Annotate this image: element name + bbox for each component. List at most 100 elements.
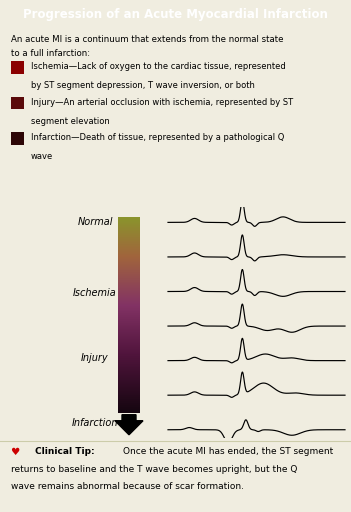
Bar xyxy=(118,404,140,406)
Bar xyxy=(118,271,140,272)
Bar xyxy=(118,374,140,375)
Bar xyxy=(118,220,140,221)
Bar xyxy=(118,318,140,319)
Bar xyxy=(118,308,140,309)
Bar xyxy=(118,297,140,298)
Bar xyxy=(118,305,140,306)
Bar xyxy=(118,287,140,288)
Bar xyxy=(118,358,140,359)
Bar xyxy=(118,265,140,266)
Bar xyxy=(118,279,140,280)
Bar xyxy=(118,403,140,404)
Bar xyxy=(118,294,140,295)
Bar xyxy=(118,335,140,336)
Bar xyxy=(118,315,140,316)
Bar xyxy=(118,331,140,332)
Bar xyxy=(118,368,140,369)
Bar xyxy=(118,377,140,378)
Bar xyxy=(118,227,140,228)
Bar xyxy=(118,334,140,335)
Bar xyxy=(118,390,140,391)
Bar xyxy=(118,222,140,223)
Bar xyxy=(118,337,140,338)
Text: An acute MI is a continuum that extends from the normal state: An acute MI is a continuum that extends … xyxy=(11,35,283,44)
Bar xyxy=(118,384,140,385)
Bar xyxy=(118,222,140,223)
Bar xyxy=(118,312,140,313)
Bar xyxy=(118,411,140,412)
Bar xyxy=(118,323,140,324)
Bar xyxy=(118,336,140,337)
Bar xyxy=(118,237,140,238)
Bar xyxy=(118,268,140,269)
Bar xyxy=(118,254,140,255)
Text: Infarction—Death of tissue, represented by a pathological Q: Infarction—Death of tissue, represented … xyxy=(31,134,284,142)
Bar xyxy=(118,326,140,327)
Bar xyxy=(118,412,140,413)
Bar xyxy=(118,270,140,271)
Bar xyxy=(118,227,140,228)
Bar xyxy=(118,263,140,264)
Bar xyxy=(118,257,140,258)
Bar xyxy=(118,298,140,300)
Bar xyxy=(118,371,140,372)
Bar xyxy=(118,295,140,296)
Bar xyxy=(118,243,140,244)
Bar xyxy=(118,284,140,285)
Bar xyxy=(118,346,140,347)
Bar xyxy=(118,397,140,398)
Bar xyxy=(118,393,140,394)
Bar xyxy=(118,291,140,292)
Bar xyxy=(118,300,140,301)
Bar xyxy=(118,322,140,323)
Text: returns to baseline and the T wave becomes upright, but the Q: returns to baseline and the T wave becom… xyxy=(11,465,297,474)
Bar xyxy=(118,324,140,325)
Bar xyxy=(118,409,140,410)
FancyBboxPatch shape xyxy=(11,61,24,74)
Bar xyxy=(118,236,140,237)
Bar xyxy=(118,229,140,230)
Bar xyxy=(118,395,140,396)
Bar xyxy=(118,364,140,365)
Bar xyxy=(118,329,140,330)
Bar xyxy=(118,240,140,241)
Bar xyxy=(118,328,140,329)
Bar xyxy=(118,381,140,382)
Bar xyxy=(118,368,140,369)
Bar xyxy=(118,289,140,290)
Bar xyxy=(118,367,140,368)
Bar xyxy=(118,255,140,257)
Bar xyxy=(118,232,140,233)
Bar xyxy=(118,248,140,249)
Bar xyxy=(118,399,140,400)
Bar xyxy=(118,298,140,299)
Bar xyxy=(118,306,140,307)
Bar xyxy=(118,380,140,381)
Bar xyxy=(118,262,140,263)
Bar xyxy=(118,330,140,331)
Bar xyxy=(118,339,140,340)
Bar xyxy=(118,258,140,259)
Text: Infarction: Infarction xyxy=(72,418,118,428)
Bar xyxy=(118,389,140,390)
Bar xyxy=(118,371,140,372)
Bar xyxy=(118,347,140,348)
Text: Ischemia: Ischemia xyxy=(73,288,117,297)
Bar xyxy=(118,337,140,338)
Text: wave: wave xyxy=(31,152,53,161)
Bar xyxy=(118,311,140,312)
Bar xyxy=(118,275,140,276)
Bar xyxy=(118,408,140,409)
Bar xyxy=(118,221,140,222)
Bar xyxy=(118,260,140,261)
Bar xyxy=(118,315,140,316)
Text: Progression of an Acute Myocardial Infarction: Progression of an Acute Myocardial Infar… xyxy=(23,8,328,22)
Bar xyxy=(118,253,140,254)
Bar xyxy=(118,313,140,314)
Bar xyxy=(118,320,140,321)
Bar xyxy=(118,354,140,355)
Bar xyxy=(118,307,140,308)
Bar xyxy=(118,356,140,357)
Bar xyxy=(118,358,140,359)
Bar xyxy=(118,299,140,300)
